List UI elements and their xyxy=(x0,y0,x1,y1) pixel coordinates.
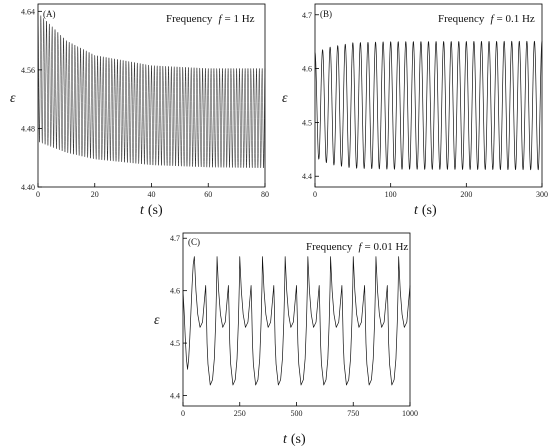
panel-c-x-axis-unit: (s) xyxy=(291,432,306,446)
panel-b-series-group xyxy=(314,40,543,171)
panel-c: 4.4 4.5 4.6 4.7 0 250 500 750 1000 (C) Frequenc… xyxy=(154,232,418,446)
panel-b: 4.4 4.5 4.6 4.7 0 100 200 300 (B) Frequency f = … xyxy=(282,3,548,218)
panel-b-annotation-var: f xyxy=(490,13,495,25)
panel-a-y-tick-label: 4.56 xyxy=(21,66,35,75)
panel-a: 4.40 4.48 4.56 4.64 0 20 40 60 80 (A) Frequency… xyxy=(10,3,269,218)
panel-c-annotation-prefix: Frequency xyxy=(306,241,353,253)
panel-a-x-tick-label: 0 xyxy=(36,190,40,199)
panel-a-x-tick-label: 60 xyxy=(204,190,212,199)
panel-c-series-group xyxy=(182,256,411,386)
panel-b-y-ticks: 4.4 4.5 4.6 4.7 xyxy=(302,11,319,181)
panel-b-annotation: Frequency f = 0.1 Hz xyxy=(438,13,535,25)
panel-b-y-tick-label: 4.6 xyxy=(302,65,312,74)
panel-b-y-axis-label: ε xyxy=(282,91,288,106)
panel-a-y-axis-label: ε xyxy=(10,91,16,106)
panel-a-annotation-var: f xyxy=(218,13,223,25)
panel-b-label: (B) xyxy=(320,9,332,19)
panel-c-x-tick-label: 250 xyxy=(234,409,246,418)
panel-c-frame xyxy=(182,232,411,407)
panel-b-x-axis-unit: (s) xyxy=(422,203,437,218)
panel-a-series-group xyxy=(37,12,266,169)
panel-c-label: (C) xyxy=(188,237,200,247)
panel-c-y-tick-label: 4.6 xyxy=(170,287,180,296)
panel-b-x-tick-label: 200 xyxy=(460,190,472,199)
panel-a-x-axis-label: t (s) xyxy=(140,203,163,218)
panel-b-x-tick-label: 0 xyxy=(313,190,317,199)
panel-b-y-tick-label: 4.7 xyxy=(302,11,312,20)
panel-a-y-tick-label: 4.64 xyxy=(21,7,35,16)
panel-a-series-0-line xyxy=(37,12,266,169)
panel-a-x-axis-var: t xyxy=(140,203,145,218)
panel-a-x-ticks: 0 20 40 60 80 xyxy=(36,183,269,199)
panel-a-y-tick-label: 4.40 xyxy=(21,183,35,192)
panel-a-y-tick-label: 4.48 xyxy=(21,124,35,133)
panel-c-y-ticks: 4.4 4.5 4.6 4.7 xyxy=(170,234,187,401)
panel-b-annotation-prefix: Frequency xyxy=(438,13,485,25)
panel-a-x-tick-label: 40 xyxy=(148,190,156,199)
panel-c-x-tick-label: 750 xyxy=(347,409,359,418)
panel-c-y-axis-label: ε xyxy=(154,313,160,328)
panel-c-x-tick-label: 0 xyxy=(181,409,185,418)
panel-a-x-tick-label: 80 xyxy=(261,190,269,199)
panel-c-annotation-value: = 0.01 Hz xyxy=(365,241,409,253)
panel-c-x-tick-label: 1000 xyxy=(402,409,418,418)
panel-c-x-ticks: 0 250 500 750 1000 xyxy=(181,402,418,418)
panel-c-x-tick-label: 500 xyxy=(291,409,303,418)
panel-b-x-tick-label: 100 xyxy=(385,190,397,199)
panel-a-y-ticks: 4.40 4.48 4.56 4.64 xyxy=(21,7,42,192)
panel-b-x-tick-label: 300 xyxy=(536,190,548,199)
panel-b-series-0-line xyxy=(314,40,543,171)
panel-b-y-tick-label: 4.4 xyxy=(302,172,312,181)
panel-c-y-tick-label: 4.5 xyxy=(170,339,180,348)
panel-b-x-axis-label: t (s) xyxy=(414,203,437,218)
panel-a-frame xyxy=(37,3,266,188)
panel-b-x-axis-var: t xyxy=(414,203,419,218)
panel-c-y-tick-label: 4.4 xyxy=(170,392,180,401)
panel-c-annotation: Frequency f = 0.01 Hz xyxy=(306,241,408,253)
panel-c-x-axis-label: t (s) xyxy=(283,432,306,446)
panel-a-annotation: Frequency f = 1 Hz xyxy=(166,13,255,25)
panel-b-frame xyxy=(314,3,543,188)
panel-c-annotation-var: f xyxy=(358,241,363,253)
panel-a-annotation-value: = 1 Hz xyxy=(225,13,255,25)
panel-c-y-tick-label: 4.7 xyxy=(170,234,180,243)
panel-b-x-ticks: 0 100 200 300 xyxy=(313,183,548,199)
panel-c-x-axis-var: t xyxy=(283,432,288,446)
panel-b-y-tick-label: 4.5 xyxy=(302,118,312,127)
panel-a-label: (A) xyxy=(43,9,56,19)
panel-a-x-tick-label: 20 xyxy=(91,190,99,199)
panel-a-x-axis-unit: (s) xyxy=(148,203,163,218)
panel-a-annotation-prefix: Frequency xyxy=(166,13,213,25)
panel-b-annotation-value: = 0.1 Hz xyxy=(497,13,535,25)
panel-c-series-0-line xyxy=(182,256,411,386)
